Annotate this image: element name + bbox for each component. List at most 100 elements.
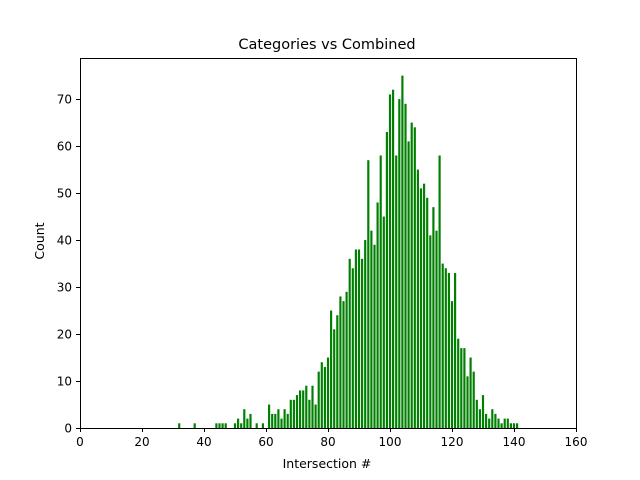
bar-123	[460, 348, 463, 428]
bar-59	[261, 423, 264, 428]
bar-116	[438, 155, 441, 429]
bar-141	[516, 423, 519, 428]
y-tick-label: 60	[57, 140, 72, 154]
bar-94	[370, 230, 373, 428]
x-tick-label: 80	[320, 435, 335, 449]
bar-101	[392, 89, 395, 429]
bar-135	[497, 418, 500, 428]
bar-108	[413, 127, 416, 429]
y-axis-label: Count	[32, 222, 47, 259]
bar-96	[376, 202, 379, 428]
x-tick-label: 0	[76, 435, 84, 449]
bar-95	[373, 244, 376, 428]
x-tick-label: 160	[565, 435, 588, 449]
bar-46	[221, 423, 224, 428]
bar-51	[237, 418, 240, 428]
bars-layer	[178, 75, 519, 429]
bar-127	[472, 371, 475, 428]
bar-113	[429, 235, 432, 428]
bar-139	[509, 423, 512, 428]
bar-119	[447, 272, 450, 428]
bar-133	[491, 409, 494, 428]
bar-124	[463, 348, 466, 428]
bar-62	[271, 413, 274, 428]
bar-74	[308, 399, 311, 428]
bar-98	[382, 216, 385, 428]
bar-82	[333, 329, 336, 428]
bar-87	[348, 258, 351, 428]
bar-129	[478, 409, 481, 428]
bar-47	[224, 423, 227, 428]
bar-70	[295, 395, 299, 428]
bar-81	[330, 310, 333, 428]
bar-32	[178, 423, 181, 428]
bar-100	[388, 94, 392, 428]
bar-57	[255, 423, 258, 428]
bar-55	[249, 413, 252, 428]
bar-53	[243, 409, 246, 428]
bar-131	[485, 413, 488, 428]
bar-97	[379, 155, 382, 429]
x-tick-label: 120	[441, 435, 464, 449]
bar-75	[311, 385, 314, 428]
bar-140	[512, 423, 516, 428]
x-tick-label: 60	[258, 435, 273, 449]
bar-52	[240, 423, 243, 428]
bar-111	[423, 183, 426, 428]
bar-78	[320, 362, 323, 428]
bar-88	[351, 268, 354, 428]
y-tick-label: 40	[57, 234, 72, 248]
bar-68	[289, 399, 292, 428]
bar-106	[407, 141, 410, 428]
bar-115	[435, 230, 438, 428]
y-tick-label: 20	[57, 328, 72, 342]
x-axis-label: Intersection #	[283, 456, 372, 471]
axes-layer: 0 20 40 60 80 100 120 140 160 0 10 20 30 40 50 60 70	[57, 58, 588, 449]
x-tick-label: 40	[196, 435, 211, 449]
bar-45	[218, 423, 221, 428]
bar-118	[444, 268, 447, 428]
bar-126	[469, 357, 472, 428]
bar-112	[426, 197, 429, 428]
bar-72	[302, 390, 305, 428]
bar-107	[410, 122, 413, 428]
bar-79	[323, 366, 326, 428]
bar-92	[364, 240, 367, 428]
bar-44	[215, 423, 218, 428]
bar-84	[339, 296, 342, 428]
x-tick-label: 100	[379, 435, 402, 449]
bar-134	[494, 413, 497, 428]
bar-120	[450, 301, 454, 428]
bar-76	[314, 404, 317, 428]
bar-73	[305, 385, 308, 428]
bar-109	[416, 169, 419, 428]
y-tick-label: 0	[64, 422, 72, 436]
bar-83	[336, 315, 339, 428]
bar-50	[233, 423, 237, 428]
bar-54	[246, 418, 249, 428]
x-tick-label: 140	[503, 435, 526, 449]
bar-71	[299, 390, 302, 428]
bar-69	[292, 399, 295, 428]
bar-122	[457, 338, 460, 428]
bar-90	[357, 249, 361, 428]
bar-89	[354, 249, 357, 428]
y-tick-label: 70	[57, 93, 72, 107]
bar-64	[277, 409, 280, 428]
y-tick-label: 30	[57, 281, 72, 295]
bar-104	[401, 75, 404, 429]
bar-66	[283, 409, 286, 428]
bar-117	[441, 263, 444, 428]
bar-110	[419, 188, 423, 428]
bar-102	[395, 155, 398, 429]
chart-title: Categories vs Combined	[238, 37, 415, 53]
bar-37	[193, 423, 196, 428]
y-tick-label: 50	[57, 187, 72, 201]
bar-114	[432, 207, 435, 428]
bar-99	[385, 132, 388, 428]
bar-85	[342, 301, 345, 428]
bar-137	[503, 418, 506, 428]
bar-80	[326, 357, 330, 428]
